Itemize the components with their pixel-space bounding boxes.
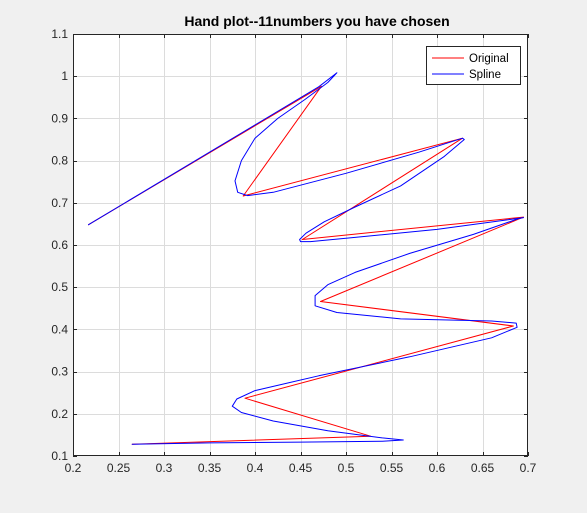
- x-tick-label: 0.55: [380, 461, 404, 475]
- y-tick-label: 0.8: [51, 154, 68, 168]
- x-tick-label: 0.45: [289, 461, 313, 475]
- ticks: 0.2 0.25 0.3 0.35 0.4 0.45 0.5 0.55 0.6 0.65 0.7 0.…: [51, 27, 536, 475]
- y-tick-label: 0.1: [51, 449, 68, 463]
- y-tick-label: 0.2: [51, 407, 68, 421]
- x-tick-label: 0.4: [247, 461, 264, 475]
- x-tick-label: 0.65: [471, 461, 495, 475]
- y-tick-label: 1: [61, 69, 68, 83]
- y-tick-label: 1.1: [51, 27, 68, 41]
- legend-label: Original: [469, 53, 509, 65]
- y-tick-label: 0.4: [51, 322, 68, 336]
- legend-label: Spline: [469, 69, 501, 81]
- chart-title: Hand plot--11numbers you have chosen: [184, 13, 449, 29]
- x-tick-label: 0.2: [65, 461, 82, 475]
- legend-box: [426, 46, 521, 85]
- y-tick-label: 0.3: [51, 365, 68, 379]
- y-tick-label: 0.7: [51, 196, 68, 210]
- legend: Original Spline: [426, 46, 521, 85]
- x-tick-label: 0.5: [338, 461, 355, 475]
- y-tick-label: 0.6: [51, 238, 68, 252]
- x-tick-label: 0.3: [156, 461, 173, 475]
- series-layer: [88, 72, 524, 445]
- x-tick-label: 0.35: [198, 461, 222, 475]
- y-tick-label: 0.9: [51, 111, 68, 125]
- x-tick-label: 0.25: [107, 461, 131, 475]
- series-line-spline: [88, 72, 524, 445]
- y-tick-label: 0.5: [51, 280, 68, 294]
- x-tick-label: 0.7: [520, 461, 537, 475]
- x-tick-label: 0.6: [429, 461, 446, 475]
